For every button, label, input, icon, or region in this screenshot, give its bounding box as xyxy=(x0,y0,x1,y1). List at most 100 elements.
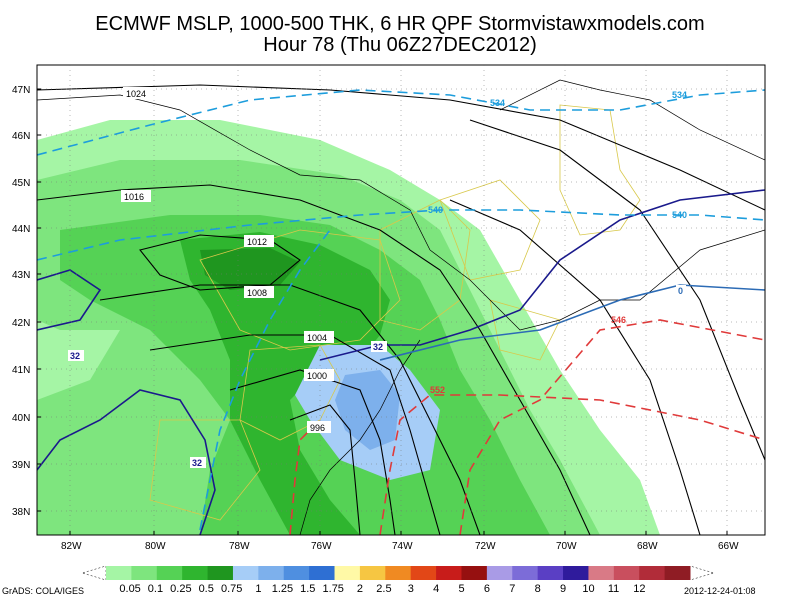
legend-swatch xyxy=(156,566,183,580)
temp-label-bg xyxy=(371,341,387,352)
legend-value: 0.05 xyxy=(119,583,140,595)
isobar-label-bg xyxy=(121,190,151,202)
thickness-label: 552 xyxy=(430,385,445,395)
lon-label: 80W xyxy=(145,541,166,552)
legend-swatch xyxy=(207,566,234,580)
thickness-label: 546 xyxy=(611,315,626,325)
thickness-cold xyxy=(37,89,765,531)
legend-swatch xyxy=(639,566,666,580)
isobar-labels: 1024 1016 1012 1008 1004 1000 996 xyxy=(121,87,334,433)
lat-label: 46N xyxy=(12,131,30,142)
temperature-labels: 32 32 32 0 xyxy=(68,285,686,468)
legend-value: 12 xyxy=(633,583,645,595)
footer-credit: GrADS: COLA/IGES xyxy=(2,586,85,596)
legend-value: 2 xyxy=(357,583,363,595)
lon-label: 82W xyxy=(61,541,82,552)
legend-swatch xyxy=(182,566,209,580)
lat-label: 39N xyxy=(12,460,30,471)
lon-label: 70W xyxy=(556,541,577,552)
legend-value: 11 xyxy=(608,583,619,595)
legend-value: 5 xyxy=(458,583,464,595)
legend-swatch xyxy=(588,566,615,580)
legend-swatch xyxy=(232,566,259,580)
isobar-label: 1016 xyxy=(124,192,144,202)
legend-value: 10 xyxy=(582,583,594,595)
legend-swatch xyxy=(258,566,285,580)
precip-legend: 0.05 0.1 0.25 0.5 0.75 1 1.25 1.5 1.75 2 2.5 3 4 5 6 7 8… xyxy=(81,565,715,595)
legend-value: 3 xyxy=(408,583,414,595)
state-county-borders xyxy=(149,104,641,521)
map-plot-area xyxy=(37,65,765,535)
freezing-lines xyxy=(37,189,765,535)
legend-swatch xyxy=(537,566,564,580)
thickness-warm xyxy=(289,319,765,535)
legend-value: 0.1 xyxy=(148,583,163,595)
legend-swatch xyxy=(385,566,412,580)
isobar-label: 1012 xyxy=(247,237,267,247)
legend-right-arrow xyxy=(689,565,715,581)
legend-swatch xyxy=(131,566,158,580)
legend-swatch xyxy=(359,566,386,580)
lat-label: 43N xyxy=(12,270,30,281)
legend-swatch xyxy=(334,566,361,580)
legend-swatch xyxy=(613,566,640,580)
legend-value: 0.75 xyxy=(221,583,242,595)
lon-label: 72W xyxy=(475,541,496,552)
lat-label: 47N xyxy=(12,85,30,96)
temp-label: 32 xyxy=(373,342,383,352)
isobar-label-bg xyxy=(307,421,331,433)
legend-value: 9 xyxy=(560,583,566,595)
isobar-label: 1008 xyxy=(247,288,267,298)
lon-label: 66W xyxy=(718,541,739,552)
temp-label-bg xyxy=(68,350,84,361)
isobars xyxy=(37,84,765,535)
legend-value: 0.25 xyxy=(170,583,191,595)
legend-swatch xyxy=(664,566,691,580)
lat-label: 40N xyxy=(12,413,30,424)
thickness-label: 540 xyxy=(672,210,687,220)
temp-label: 0 xyxy=(678,286,683,296)
temp-label-bg xyxy=(676,285,686,296)
legend-swatch xyxy=(283,566,310,580)
legend-swatch xyxy=(410,566,437,580)
legend-value: 0.5 xyxy=(199,583,214,595)
lat-label: 42N xyxy=(12,318,30,329)
legend-swatch xyxy=(436,566,462,580)
lon-label: 78W xyxy=(229,541,250,552)
lon-label: 76W xyxy=(311,541,332,552)
isobar-label-bg xyxy=(123,87,153,99)
legend-value: 8 xyxy=(535,583,541,595)
legend-swatch xyxy=(461,566,488,580)
thickness-label: 540 xyxy=(428,205,443,215)
isobar-label: 996 xyxy=(310,423,325,433)
lat-axis: 47N 46N 45N 44N 43N 42N 41N 40N 39N 38N xyxy=(12,85,765,518)
lon-label: 74W xyxy=(392,541,413,552)
thickness-labels: 534 534 540 540 546 552 xyxy=(428,90,687,395)
isobar-label-bg xyxy=(244,286,274,298)
legend-swatch xyxy=(106,566,132,580)
map-title-line2: Hour 78 (Thu 06Z27DEC2012) xyxy=(263,34,537,56)
thickness-label: 534 xyxy=(672,90,687,100)
legend-value: 2.5 xyxy=(376,583,391,595)
temp-label: 32 xyxy=(70,351,80,361)
legend-value: 7 xyxy=(509,583,515,595)
temp-label: 32 xyxy=(192,458,202,468)
legend-value: 1 xyxy=(255,583,261,595)
precip-region-dark xyxy=(200,248,300,290)
isobar-label: 1024 xyxy=(126,89,146,99)
legend-value: 1.25 xyxy=(272,583,293,595)
legend-swatch xyxy=(309,566,336,580)
temp-label-bg xyxy=(190,457,206,468)
zero-isotherm xyxy=(379,284,765,361)
map-title-line1: ECMWF MSLP, 1000-500 THK, 6 HR QPF Storm… xyxy=(95,13,705,35)
isobar-label: 1000 xyxy=(307,371,327,381)
isobar-label: 1004 xyxy=(307,333,327,343)
legend-left-arrow xyxy=(81,565,107,581)
legend-swatch xyxy=(563,566,589,580)
legend-value: 1.75 xyxy=(323,583,344,595)
legend-value: 1.5 xyxy=(300,583,315,595)
lon-axis: 82W 80W 78W 76W 74W 72W 70W 68W 66W xyxy=(61,65,739,552)
lat-label: 41N xyxy=(12,365,30,376)
legend-swatch xyxy=(512,566,539,580)
